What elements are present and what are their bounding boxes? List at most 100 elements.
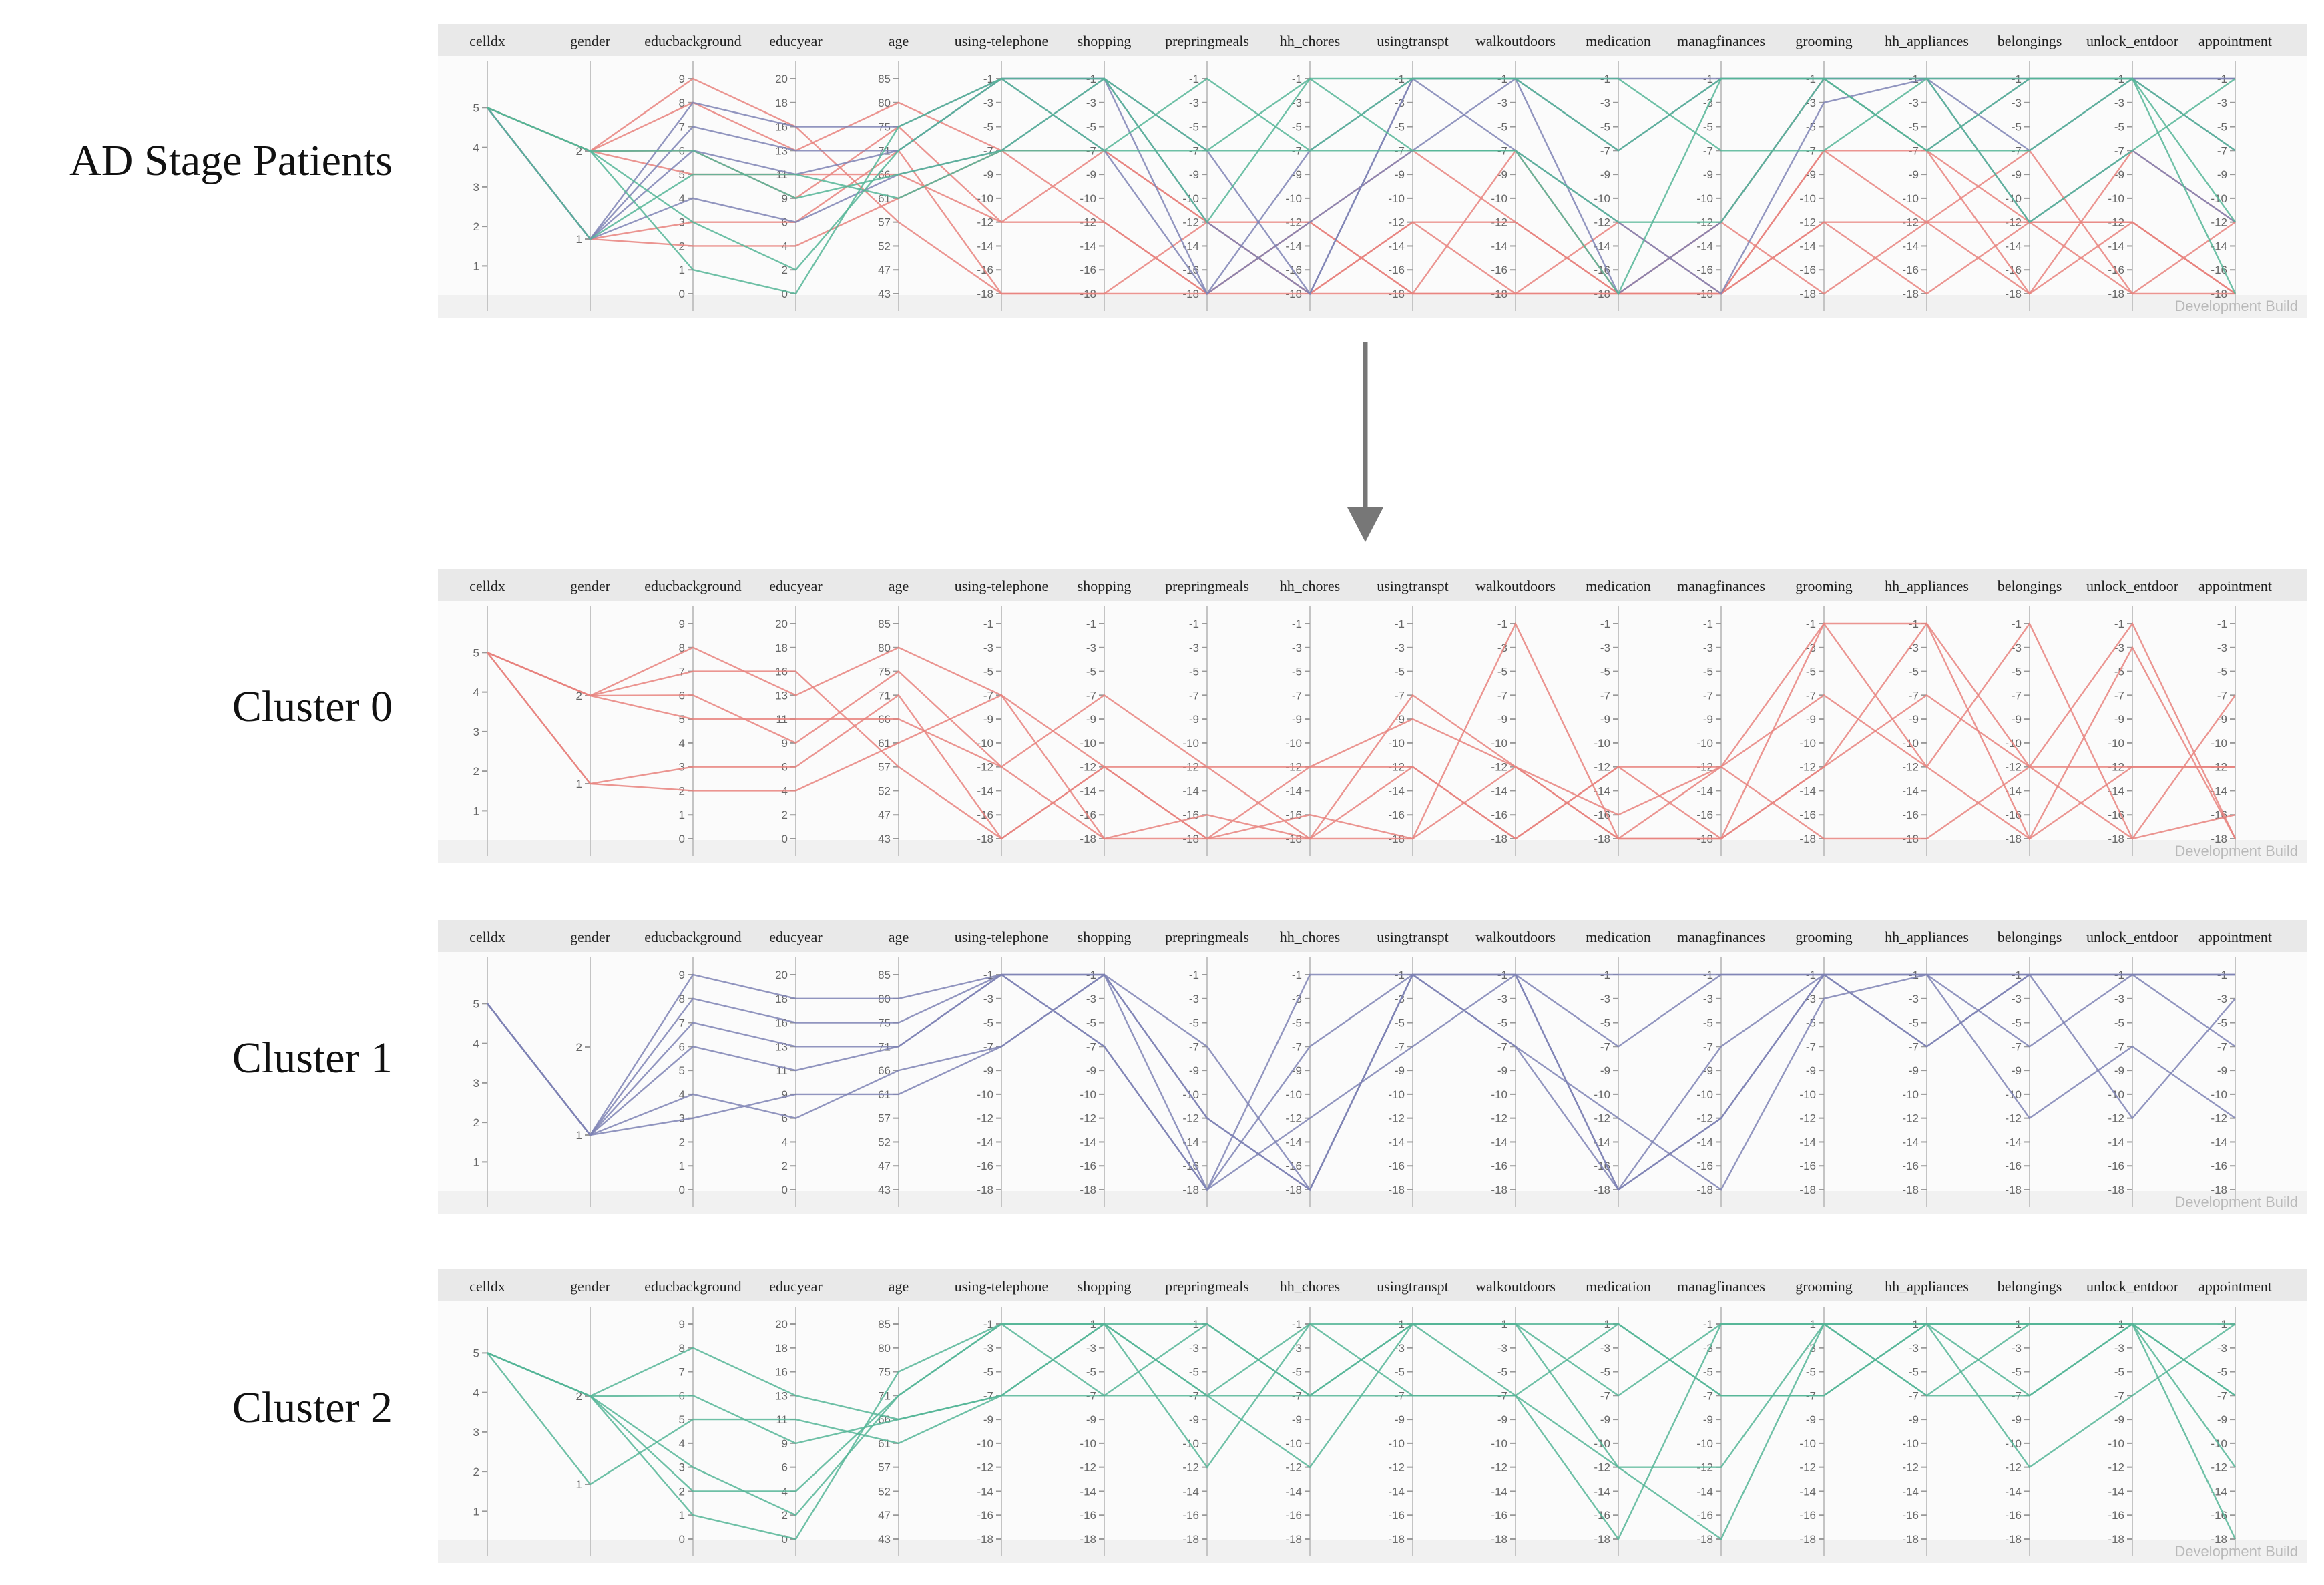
tick-label: 0 xyxy=(679,833,685,845)
axis-header-hh_appliances: hh_appliances xyxy=(1885,1278,1969,1295)
tick-label: -10 xyxy=(1696,737,1713,750)
axis-header-appointment: appointment xyxy=(2198,1278,2272,1295)
tick-label: 4 xyxy=(473,1038,479,1050)
tick-label: -9 xyxy=(2217,1064,2227,1077)
tick-label: -18 xyxy=(1491,1533,1507,1546)
tick-label: -14 xyxy=(1696,784,1713,797)
tick-label: -3 xyxy=(2217,642,2227,654)
tick-label: -5 xyxy=(1497,1017,1507,1030)
tick-label: -5 xyxy=(1497,666,1507,678)
tick-label: -18 xyxy=(2005,833,2022,845)
tick-label: 9 xyxy=(782,737,788,750)
tick-label: -14 xyxy=(977,1485,993,1498)
tick-label: -5 xyxy=(1292,1366,1302,1379)
tick-label: -16 xyxy=(2108,1509,2124,1522)
tick-label: -18 xyxy=(1696,1184,1713,1196)
tick-label: 2 xyxy=(576,1041,582,1054)
tick-label: 5 xyxy=(473,101,479,114)
tick-label: 3 xyxy=(679,216,685,229)
tick-label: -1 xyxy=(1292,73,1302,85)
tick-label: 43 xyxy=(878,833,891,845)
tick-label: -1 xyxy=(1703,618,1713,630)
parallel-coordinates-chart: celldx 1 2 3 4 5 gender 1 2 educbackground 0 1 2 3 4 5 6… xyxy=(438,569,2307,863)
axis-header-belongings: belongings xyxy=(1998,578,2062,594)
tick-label: -10 xyxy=(1080,192,1096,205)
tick-label: -12 xyxy=(1799,1461,1816,1474)
tick-label: -16 xyxy=(1285,1509,1302,1522)
tick-label: 18 xyxy=(775,642,788,654)
tick-label: -14 xyxy=(977,1136,993,1148)
tick-label: -18 xyxy=(1285,1533,1302,1546)
axis-header-shopping: shopping xyxy=(1078,929,1132,945)
tick-label: 5 xyxy=(473,646,479,659)
tick-label: -18 xyxy=(1902,288,1919,300)
tick-label: -14 xyxy=(2108,1136,2124,1148)
tick-label: -14 xyxy=(1285,240,1302,252)
tick-label: -9 xyxy=(983,1413,993,1426)
tick-label: -10 xyxy=(1388,1088,1405,1101)
tick-label: -14 xyxy=(1080,240,1096,252)
tick-label: -10 xyxy=(977,192,993,205)
tick-label: -12 xyxy=(1594,1461,1610,1474)
axis-header-grooming: grooming xyxy=(1795,1278,1853,1295)
tick-label: -14 xyxy=(1799,240,1816,252)
tick-label: 3 xyxy=(679,1112,685,1125)
tick-label: -5 xyxy=(1292,666,1302,678)
tick-label: -12 xyxy=(1594,1112,1610,1125)
tick-label: -3 xyxy=(1292,642,1302,654)
tick-label: 9 xyxy=(679,1318,685,1331)
tick-label: -16 xyxy=(1799,264,1816,276)
tick-label: -3 xyxy=(1497,993,1507,1005)
tick-label: -9 xyxy=(2217,1413,2227,1426)
tick-label: 2 xyxy=(782,1509,788,1522)
series-line-cluster2 xyxy=(487,77,2236,296)
tick-label: -3 xyxy=(1189,97,1199,109)
tick-label: -14 xyxy=(2005,1485,2022,1498)
axis-header-educbackground: educbackground xyxy=(644,578,741,594)
tick-label: -5 xyxy=(1189,1017,1199,1030)
tick-label: 7 xyxy=(679,1017,685,1030)
tick-label: -10 xyxy=(2211,1088,2227,1101)
tick-label: -16 xyxy=(1491,1509,1507,1522)
tick-label: -3 xyxy=(1600,993,1610,1005)
tick-label: -9 xyxy=(1189,1413,1199,1426)
tick-label: -14 xyxy=(1902,784,1919,797)
tick-label: -10 xyxy=(1388,192,1405,205)
tick-label: 5 xyxy=(679,168,685,181)
tick-label: -7 xyxy=(1189,1040,1199,1053)
tick-label: -3 xyxy=(1086,642,1096,654)
tick-label: -9 xyxy=(1806,1064,1816,1077)
panel-background xyxy=(438,569,2307,863)
tick-label: -9 xyxy=(1703,713,1713,726)
tick-label: -16 xyxy=(977,1509,993,1522)
tick-label: -1 xyxy=(1292,618,1302,630)
tick-label: -5 xyxy=(2217,1017,2227,1030)
tick-label: -7 xyxy=(1086,1040,1096,1053)
tick-label: 7 xyxy=(679,666,685,678)
tick-label: -18 xyxy=(2108,1184,2124,1196)
tick-label: -10 xyxy=(1696,1088,1713,1101)
axis-header-walkoutdoors: walkoutdoors xyxy=(1475,578,1556,594)
tick-label: -7 xyxy=(2114,1040,2124,1053)
tick-label: -16 xyxy=(1799,1160,1816,1172)
tick-label: -3 xyxy=(2217,97,2227,109)
tick-label: 1 xyxy=(576,233,582,246)
tick-label: -3 xyxy=(2012,1342,2022,1355)
axis-header-bar xyxy=(438,24,2307,56)
axis-header-hh_appliances: hh_appliances xyxy=(1885,929,1969,945)
tick-label: 9 xyxy=(679,969,685,981)
tick-label: 4 xyxy=(473,1387,479,1399)
tick-label: -12 xyxy=(1285,1112,1302,1125)
tick-label: -14 xyxy=(1696,1485,1713,1498)
tick-label: -12 xyxy=(1080,1461,1096,1474)
watermark-text: Development Build xyxy=(2174,298,2298,314)
tick-label: -16 xyxy=(1080,1160,1096,1172)
tick-label: -9 xyxy=(1292,1413,1302,1426)
axis-header-hh_appliances: hh_appliances xyxy=(1885,578,1969,594)
tick-label: -12 xyxy=(1080,761,1096,774)
series-line-cluster0 xyxy=(487,622,2236,840)
tick-label: -14 xyxy=(1080,784,1096,797)
tick-label: -18 xyxy=(2005,1184,2022,1196)
tick-label: -18 xyxy=(1799,288,1816,300)
tick-label: -5 xyxy=(2012,666,2022,678)
